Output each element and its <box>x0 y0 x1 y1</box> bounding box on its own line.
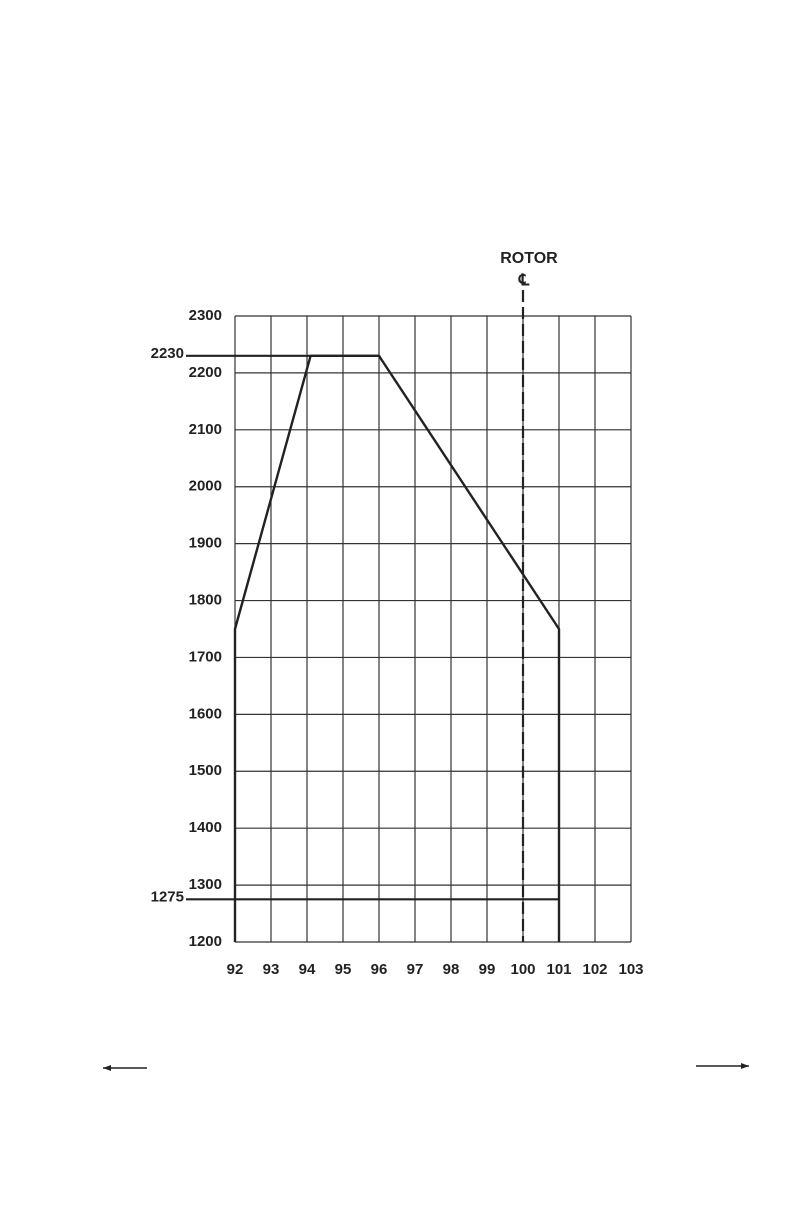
y-tick-label: 2300 <box>189 307 222 324</box>
y-tick-label: 2000 <box>189 478 222 495</box>
x-tick-label: 97 <box>407 961 424 978</box>
y-tick-label: 1800 <box>189 592 222 609</box>
y-tick-label: 2100 <box>189 421 222 438</box>
y-tick-label: 1600 <box>189 705 222 722</box>
centerline-symbol: ℄ <box>518 272 530 289</box>
rotor-label: ROTOR <box>500 250 558 267</box>
y-tick-label: 1300 <box>189 876 222 893</box>
y-tick-label: 1200 <box>189 933 222 950</box>
x-tick-label: 101 <box>546 961 571 978</box>
y-tick-label: 1500 <box>189 762 222 779</box>
envelope-line <box>233 354 561 942</box>
x-tick-label: 100 <box>510 961 535 978</box>
y-tick-label: 1400 <box>189 819 222 836</box>
reference-label: 1275 <box>151 888 184 905</box>
y-tick-label: 1900 <box>189 535 222 552</box>
reference-label: 2230 <box>151 345 184 362</box>
x-tick-label: 103 <box>618 961 643 978</box>
y-tick-label: 2200 <box>189 364 222 381</box>
x-tick-label: 102 <box>582 961 607 978</box>
x-tick-label: 92 <box>227 961 244 978</box>
x-tick-label: 93 <box>263 961 280 978</box>
y-tick-label: 1700 <box>189 648 222 665</box>
x-tick-label: 94 <box>299 961 316 978</box>
x-tick-label: 96 <box>371 961 388 978</box>
x-tick-label: 98 <box>443 961 460 978</box>
right-arrow-head <box>741 1063 749 1069</box>
left-arrow-head <box>103 1065 111 1071</box>
x-tick-label: 95 <box>335 961 352 978</box>
x-tick-label: 99 <box>479 961 496 978</box>
